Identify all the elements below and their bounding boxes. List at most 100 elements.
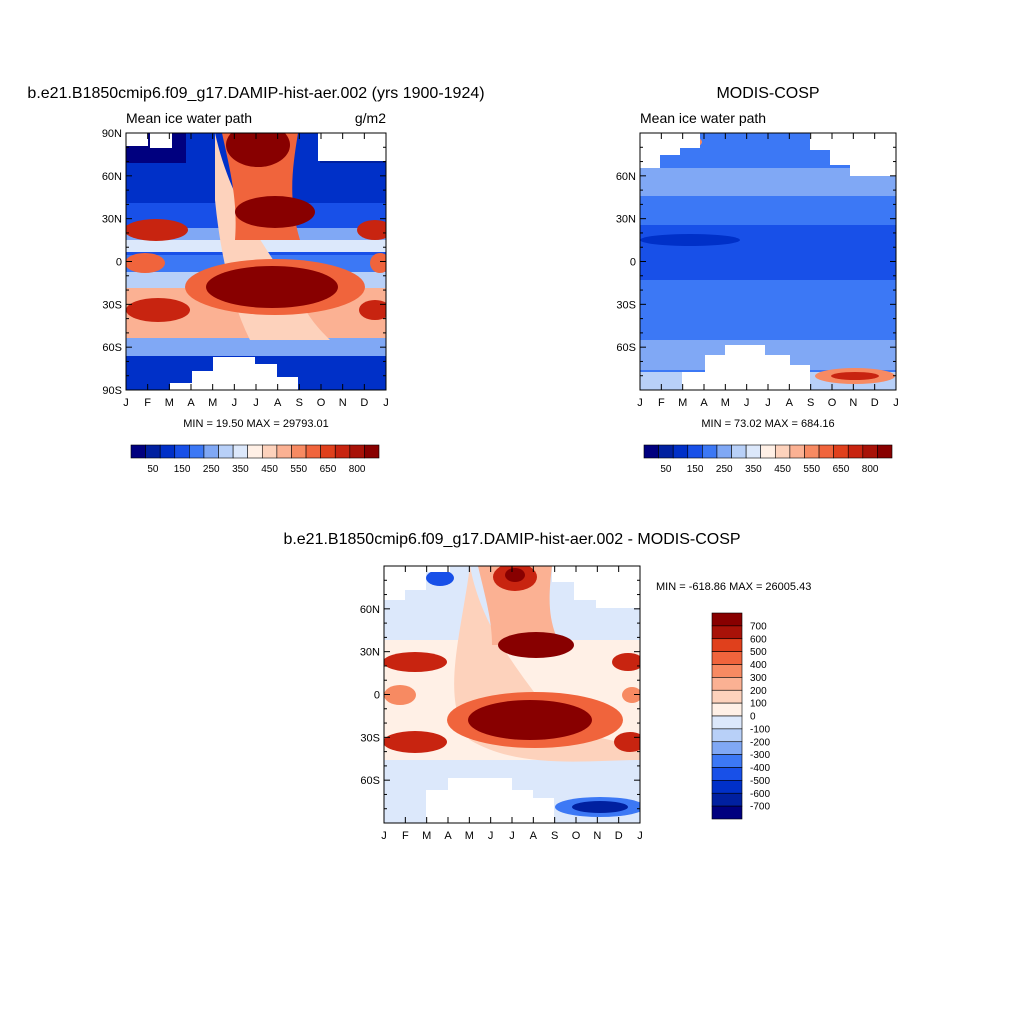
panel1-ytick-label: 60N	[102, 171, 122, 183]
colorbar-swatch	[672, 444, 689, 459]
panel2-y-axis: 60N 30N 0 30S 60S	[616, 132, 896, 391]
colorbar-swatch	[232, 444, 249, 459]
colorbar-swatch	[731, 444, 747, 459]
diff-colorbar-swatch	[711, 677, 743, 691]
panel3-missing-antarctic	[426, 778, 554, 823]
colorbar-swatch	[833, 444, 849, 459]
colorbar-label: 250	[203, 464, 220, 475]
panel3-missing-ne	[552, 566, 640, 608]
panel1-stats: MIN = 19.50 MAX = 29793.01	[183, 418, 329, 430]
panel3-colorbar: 700 600 500 400 300 200 100 0-100 -200 -300 -400 -5…	[711, 612, 770, 820]
panel3-arctic-neg	[426, 570, 454, 586]
panel1-xtick-label: F	[144, 397, 151, 409]
colorbar-label: 50	[147, 464, 159, 475]
diff-colorbar-label: 600	[750, 634, 767, 645]
diff-colorbar-swatch	[711, 625, 743, 640]
panel2-ytick-label: 60N	[616, 171, 636, 183]
colorbar-label: 250	[716, 464, 733, 475]
diff-colorbar-label: -600	[750, 789, 770, 800]
colorbar-swatch	[203, 444, 219, 459]
panel3-max-eq-west	[384, 685, 416, 705]
panel3-xtick-label: S	[551, 830, 558, 842]
panel1-ytick-label: 0	[116, 257, 122, 269]
panel1-units: g/m2	[355, 110, 386, 126]
panel1-xtick-label: J	[123, 397, 129, 409]
panel1-xtick-label: M	[165, 397, 174, 409]
diff-colorbar-swatch	[711, 754, 743, 768]
panel1-left-subtitle: Mean ice water path	[126, 110, 252, 126]
panel2-xtick-label: D	[871, 397, 879, 409]
diff-colorbar-label: -500	[750, 776, 770, 787]
colorbar-swatch	[847, 444, 864, 459]
panel3-heatmap	[384, 566, 640, 823]
panel3-stats: MIN = -618.86 MAX = 26005.43	[656, 581, 811, 593]
colorbar-swatch	[687, 444, 703, 459]
colorbar-label: 800	[349, 464, 366, 475]
panel2-xtick-label: S	[807, 397, 814, 409]
colorbar-swatch	[804, 444, 820, 459]
panel2-xtick-label: J	[765, 397, 771, 409]
panel1-ytick-label: 30S	[102, 299, 122, 311]
colorbar-swatch	[760, 444, 776, 459]
panel1-max-20n-east	[357, 220, 386, 240]
colorbar-label: 450	[261, 464, 278, 475]
panel1-ytick-label: 90S	[102, 385, 122, 397]
panel1-xtick-label: J	[383, 397, 389, 409]
colorbar-swatch	[364, 444, 380, 459]
panel3-max-30n	[498, 632, 574, 658]
colorbar-label: 450	[774, 464, 791, 475]
panel3-ytick-label: 60S	[360, 775, 380, 787]
diff-colorbar-label: 200	[750, 686, 767, 697]
colorbar-swatch	[276, 444, 292, 459]
colorbar-label: 650	[320, 464, 337, 475]
colorbar-swatch	[218, 444, 234, 459]
panel3-title: b.e21.B1850cmip6.f09_g17.DAMIP-hist-aer.…	[283, 531, 740, 548]
panel2-xtick-label: F	[658, 397, 665, 409]
panel-model: b.e21.B1850cmip6.f09_g17.DAMIP-hist-aer.…	[27, 85, 484, 475]
panel3-xtick-label: O	[572, 830, 581, 842]
panel1-xtick-label: S	[296, 397, 303, 409]
panel3-ytick-label: 60N	[360, 604, 380, 616]
colorbar-swatch	[818, 444, 834, 459]
panel3-ytick-label: 30N	[360, 647, 380, 659]
colorbar-swatch	[334, 444, 351, 459]
colorbar-swatch	[349, 444, 365, 459]
diff-colorbar-label: -700	[750, 802, 770, 813]
panel1-max-eq-west	[126, 253, 165, 273]
diff-colorbar-swatch	[711, 702, 743, 717]
colorbar-label: 550	[290, 464, 307, 475]
panel2-missing-antarctic	[682, 345, 810, 390]
panel2-band-40s	[640, 300, 896, 340]
panel2-ytick-label: 30N	[616, 214, 636, 226]
panel1-max-20n-west	[126, 219, 188, 241]
diff-colorbar-label: -200	[750, 737, 770, 748]
panel2-ytick-label: 60S	[616, 342, 636, 354]
panel3-xtick-label: N	[593, 830, 601, 842]
colorbar-label: 350	[232, 464, 249, 475]
diff-colorbar-swatch	[711, 741, 743, 755]
colorbar-swatch	[174, 444, 190, 459]
panel3-y-axis: 60N 30N 0 30S 60S	[360, 565, 640, 824]
colorbar-swatch	[862, 444, 878, 459]
panel-diff: b.e21.B1850cmip6.f09_g17.DAMIP-hist-aer.…	[283, 531, 811, 842]
panel3-max-20s	[468, 700, 592, 740]
panel2-title: MODIS-COSP	[716, 85, 819, 102]
panel1-ytick-label: 30N	[102, 214, 122, 226]
diff-colorbar-label: 500	[750, 647, 767, 658]
colorbar-swatch	[745, 444, 762, 459]
panel1-heatmap	[126, 133, 386, 390]
panel2-heatmap	[640, 133, 896, 390]
panel2-xtick-label: J	[744, 397, 750, 409]
panel1-max-eq-east	[370, 253, 386, 273]
panel1-max-30s-west	[126, 298, 190, 322]
panel2-missing-nw	[640, 133, 700, 168]
panel1-max-20s	[206, 266, 338, 308]
panel2-missing-ne	[810, 133, 896, 176]
panel3-max-30s-west	[384, 731, 447, 753]
panel1-max-arctic	[226, 133, 290, 167]
colorbar-swatch	[774, 444, 791, 459]
